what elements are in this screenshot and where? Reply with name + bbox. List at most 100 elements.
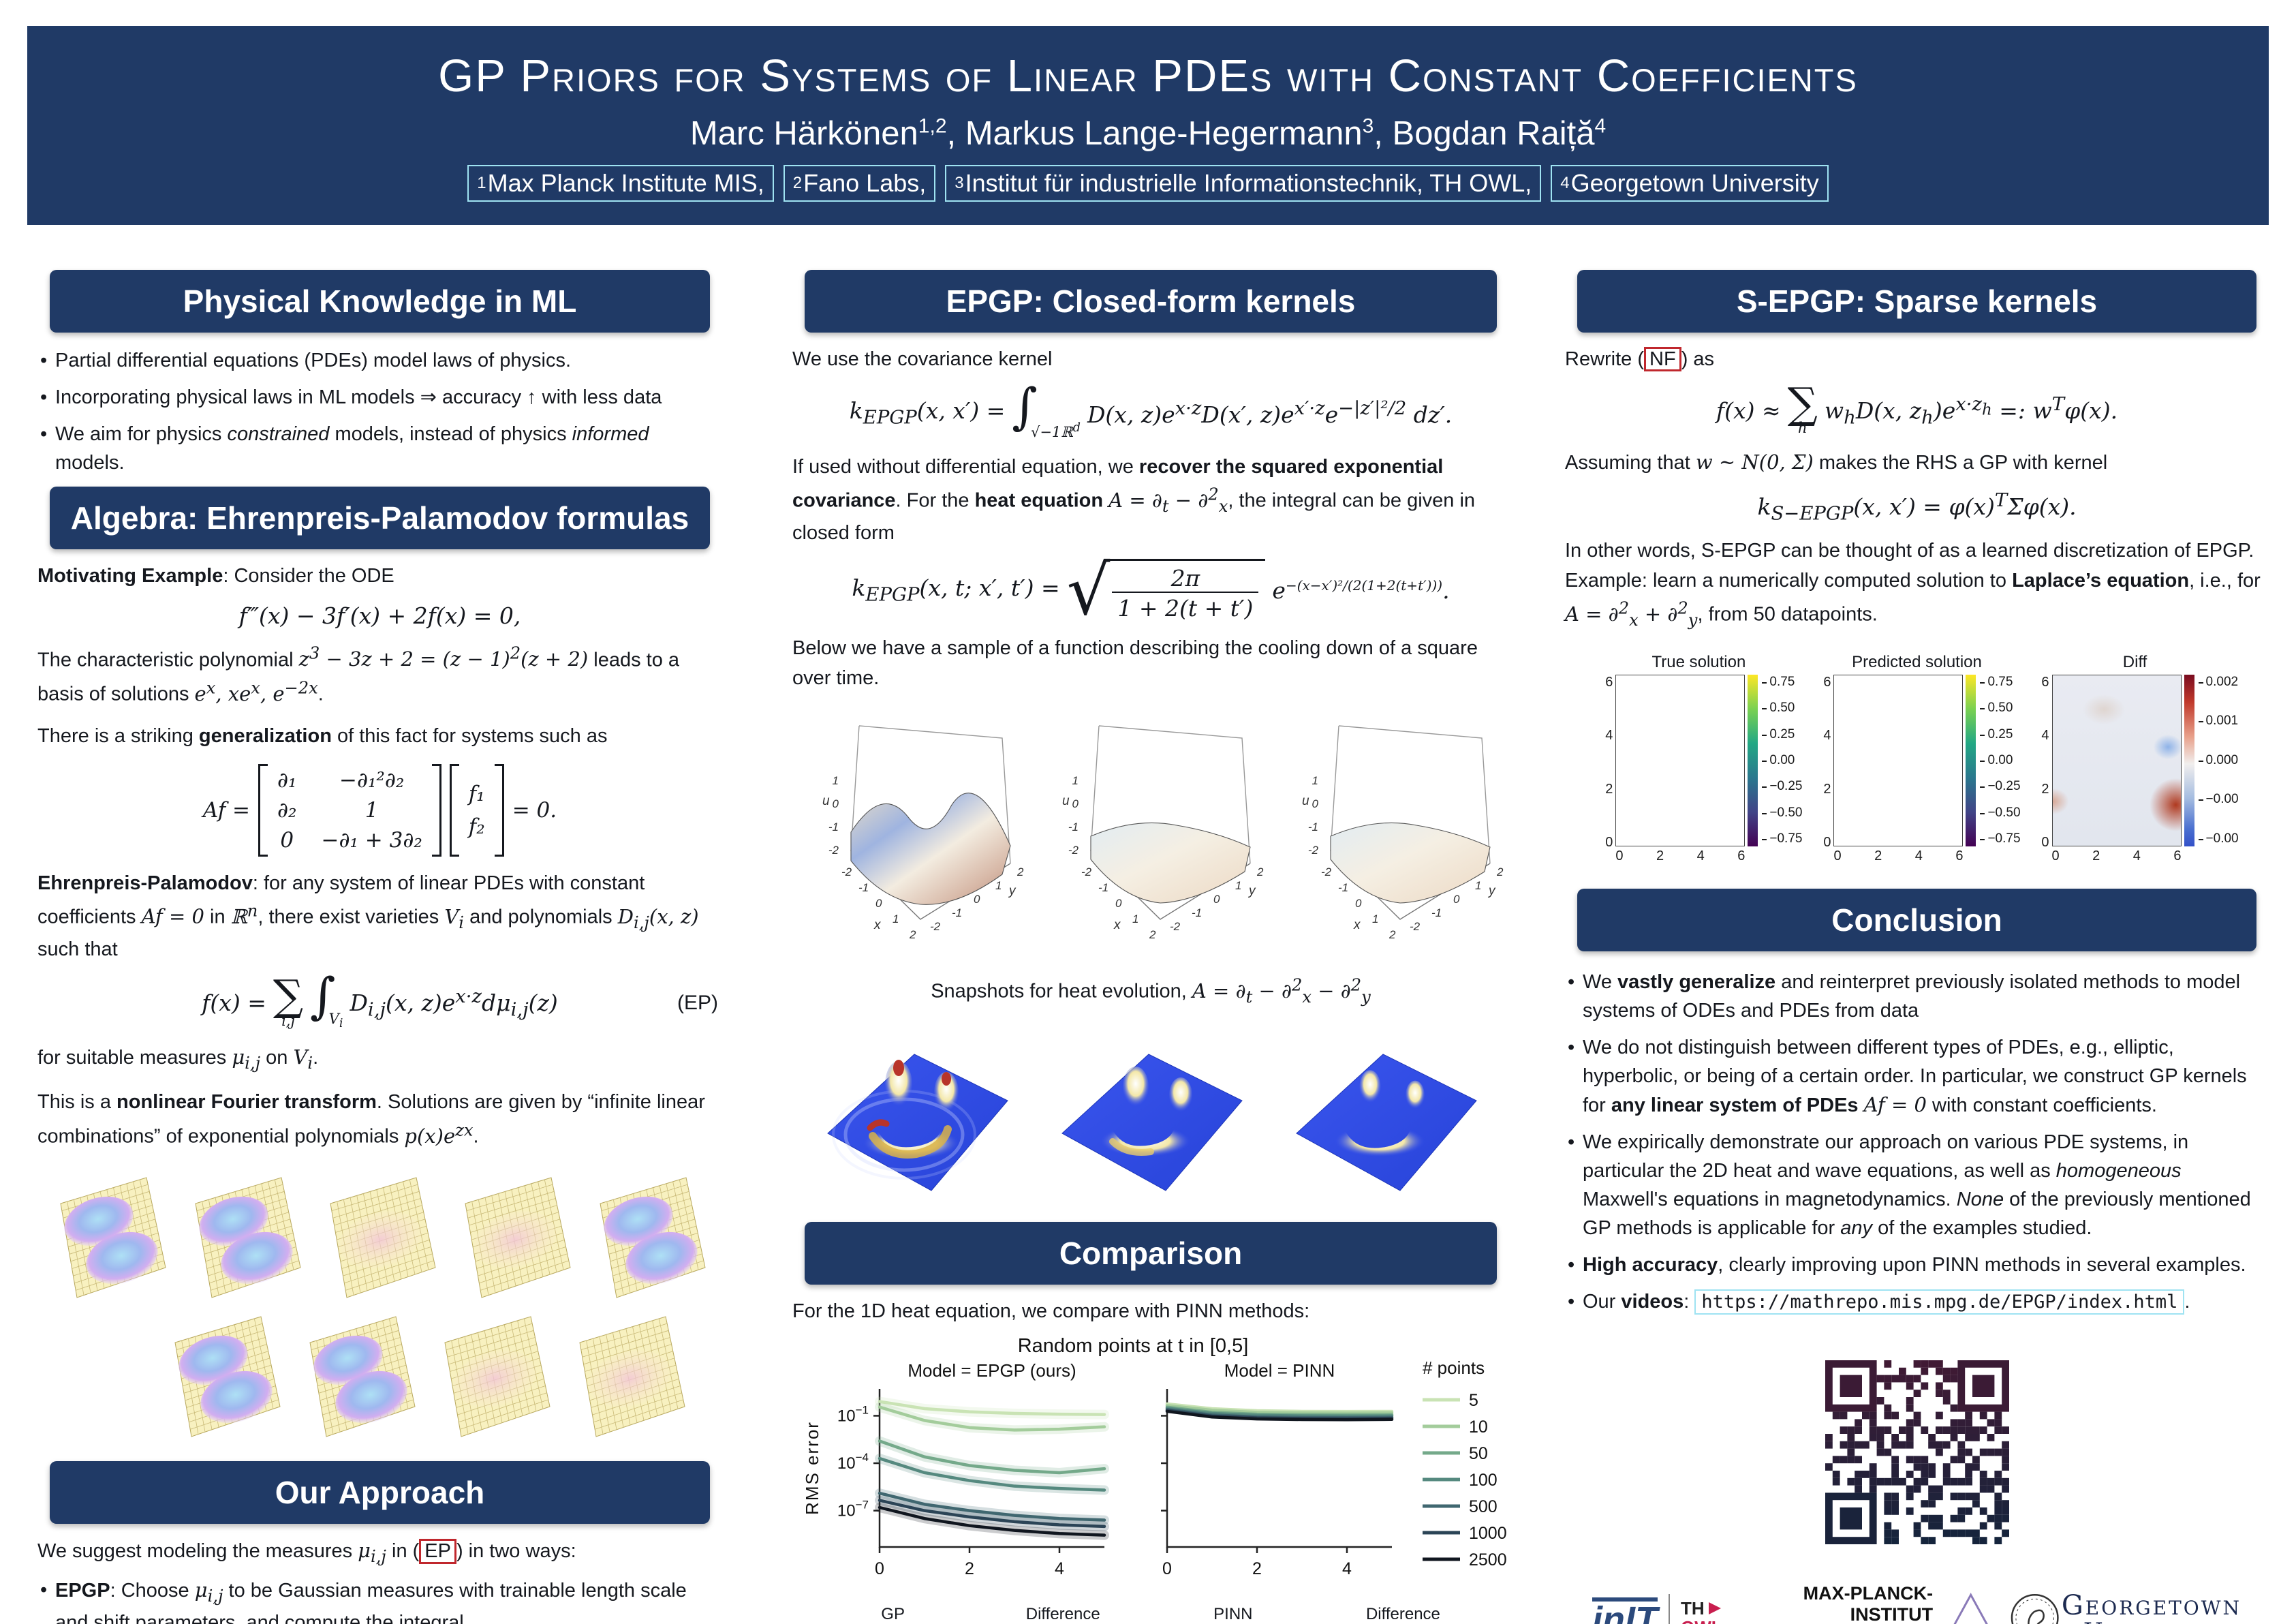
svg-text:2: 2 [1149, 928, 1156, 941]
svg-text:100: 100 [1469, 1471, 1498, 1490]
section-title: S-EPGP: Sparse kernels [1736, 284, 2098, 319]
closed-form-equation: kEPGP(x, t; x′, t′) = √ 2π 1 + 2(t + t′)… [792, 556, 1509, 624]
approach-intro: We suggest modeling the measures μi,j in… [37, 1539, 576, 1566]
svg-text:x: x [873, 918, 882, 932]
section-conclusion: Conclusion [1577, 888, 2256, 951]
svg-text:0: 0 [1312, 797, 1319, 810]
bracket-left [258, 763, 268, 857]
colorbar-ticks: 0.002 0.001 0.000 −0.00 −0.00 [2197, 675, 2239, 846]
characteristic-polynomial: The characteristic polynomial z3 − 3z + … [37, 643, 680, 705]
bullet-item: Partial differential equations (PDEs) mo… [37, 346, 722, 375]
conclusion-item[interactable]: Our videos: https://mathrepo.mis.mpg.de/… [1565, 1287, 2269, 1316]
affiliation-init: 3 Institut für industrielle Informationst… [945, 164, 1542, 202]
rewrite-text: Rewrite (NF) as [1565, 345, 2269, 375]
section-title: Algebra: Ehrenpreis-Palamodov formulas [70, 500, 689, 536]
covariance-intro: We use the covariance kernel [792, 348, 1053, 370]
svg-text:-1: -1 [1192, 906, 1202, 919]
gp-sample-surface-plots: 1 0 -1 -2 u -2 -1 0 1 2 x 2 1 0 -1 -2 y 1 0 -1 -2 u -2 -1 0 1 2 x 2 1… [792, 703, 1509, 960]
svg-text:-1: -1 [828, 821, 839, 833]
svg-text:0: 0 [974, 893, 980, 906]
svg-text:-1: -1 [1098, 881, 1108, 894]
exp-term: e−(x−x′)²/(2(1+2(t+t′))). [1272, 577, 1450, 604]
vector-cells: f₁ f₂ [467, 778, 486, 843]
measures-text: for suitable measures μi,j on Vi. [37, 1045, 319, 1073]
snapshots-caption: Snapshots for heat evolution, A = ∂t − ∂… [931, 975, 1371, 1007]
svg-text:0: 0 [833, 797, 839, 810]
column-left: Physical Knowledge in ML Partial differe… [37, 270, 722, 1624]
svg-text:0: 0 [875, 897, 882, 910]
affiliations: 1 Max Planck Institute MIS, 2 Fano Labs, 3… [467, 164, 1829, 202]
svg-text:1: 1 [995, 879, 1002, 892]
authors-line: Marc Härkönen1,2, Markus Lange-Hegermann… [689, 114, 1607, 152]
affiliation-mpi: 1 Max Planck Institute MIS, [467, 164, 774, 202]
conclusion-item: High accuracy, clearly improving upon PI… [1565, 1251, 2269, 1279]
section-sepgp: S-EPGP: Sparse kernels [1577, 270, 2256, 333]
svg-text:2500: 2500 [1469, 1550, 1507, 1569]
svg-text:-1: -1 [1338, 881, 1348, 894]
colorbar [1748, 674, 1758, 846]
svg-text:-2: -2 [1321, 865, 1332, 878]
sum-operator: ∑ i,j [273, 970, 304, 1029]
bracket-right [494, 763, 504, 857]
poster-header: GP Priors for Systems of Linear PDEs wit… [27, 26, 2269, 225]
svg-text:-2: -2 [1308, 844, 1319, 857]
svg-text:0: 0 [875, 1559, 884, 1578]
svg-text:y: y [1487, 884, 1496, 898]
below-sample-text: Below we have a sample of a function des… [792, 637, 1478, 689]
conclusion-item: We vastly generalize and reinterpret pre… [1565, 968, 2269, 1025]
georgetown-logo: Georgetown University [2061, 1589, 2241, 1624]
ode-equation: f‴(x) − 3f′(x) + 2f(x) = 0, [238, 602, 521, 629]
svg-text:0: 0 [1213, 893, 1220, 906]
generalization-text: There is a striking generalization of th… [37, 725, 608, 747]
svg-text:y: y [1008, 884, 1017, 898]
svg-text:-1: -1 [1431, 906, 1442, 919]
colorbar-ticks: 0.75 0.50 0.25 0.00 −0.25 −0.50 −0.75 [1760, 675, 1802, 846]
fourier-text: This is a nonlinear Fourier transform. S… [37, 1091, 705, 1148]
svg-text:1: 1 [1475, 879, 1481, 892]
svg-text:0: 0 [1115, 897, 1122, 910]
bracket-right [431, 763, 441, 857]
recover-text: If used without differential equation, w… [792, 455, 1476, 544]
bullet-epgp: EPGP: Choose μi,j to be Gaussian measure… [37, 1576, 722, 1624]
nf-rewritten-equation: f(x) ≈ ∑ h whD(x, zh)ex·zh =: wTφ(x). [1565, 382, 2269, 436]
svg-text:500: 500 [1469, 1497, 1498, 1516]
svg-text:1: 1 [1132, 913, 1138, 925]
svg-text:10−1: 10−1 [837, 1404, 869, 1426]
matrix-cell: ∂₂ [277, 797, 297, 823]
panel-pinn-difference: Difference 0.40.20.0−0.2−0.4 [1365, 1605, 1440, 1624]
section-epgp-kernels: EPGP: Closed-form kernels [805, 270, 1497, 333]
svg-text:Random points at t in [0,5]: Random points at t in [0,5] [1018, 1335, 1249, 1357]
section-algebra: Algebra: Ehrenpreis-Palamodov formulas [50, 487, 710, 550]
system-matrix-equation: Af = ∂₁ −∂₁²∂₂ ∂₂ 1 0 −∂₁ + 3∂₂ f₁ f₂ = … [37, 763, 722, 857]
qr-code[interactable] [1825, 1360, 2009, 1548]
svg-text:x: x [1113, 918, 1121, 932]
panel-gp-difference: Difference 0.40.20.0−0.2−0.4 [1025, 1605, 1100, 1624]
colorbar [1966, 674, 1976, 846]
svg-text:1: 1 [1072, 774, 1079, 787]
affiliation-fano: 2 Fano Labs, [783, 164, 936, 202]
vector-cell: f₂ [468, 814, 485, 839]
svg-text:1: 1 [893, 913, 899, 925]
svg-text:2: 2 [1496, 865, 1504, 878]
section-title: Comparison [1059, 1235, 1243, 1271]
heat-evolution-snapshots [792, 1019, 1509, 1201]
svg-text:-2: -2 [1410, 920, 1421, 933]
ehrenpreis-palamodov-text: Ehrenpreis-Palamodov: for any system of … [37, 872, 699, 960]
motivating-example: Motivating Example: Consider the ODE [37, 565, 394, 587]
svg-text:1000: 1000 [1469, 1524, 1507, 1543]
svg-text:2: 2 [965, 1559, 974, 1578]
svg-text:# points: # points [1423, 1358, 1485, 1378]
svg-text:0: 0 [1453, 893, 1460, 906]
eq-lhs: kEPGP(x, x′) = [849, 397, 1006, 429]
svg-text:1: 1 [1312, 774, 1318, 787]
assume-text: Assuming that w ~ N(0, Σ) makes the RHS … [1565, 450, 2108, 474]
ep-equation: f(x) = ∑ i,j ∫ Vi Di,j(x, z)ex·zdμi,j(z)… [37, 970, 722, 1030]
svg-text:-2: -2 [1170, 920, 1181, 933]
square-root: √ 2π 1 + 2(t + t′) [1067, 556, 1266, 624]
svg-text:Model = PINN: Model = PINN [1224, 1360, 1335, 1381]
